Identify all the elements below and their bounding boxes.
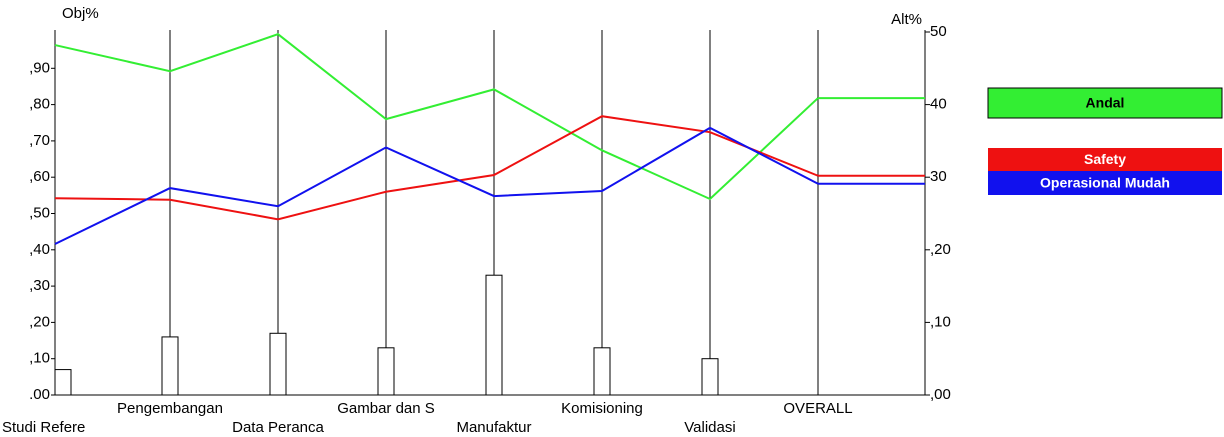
legend-text: Safety — [1084, 151, 1126, 167]
legend-text: Operasional Mudah — [1040, 175, 1170, 191]
legend-swatch — [988, 148, 1222, 171]
x-tick-label: Validasi — [684, 419, 735, 436]
y2-tick-label: ,10 — [930, 313, 951, 330]
x-tick-label: Pengembangan — [117, 400, 223, 417]
y2-tick-label: 40 — [930, 96, 947, 113]
bar — [593, 347, 611, 396]
bar — [485, 274, 503, 396]
x-tick-label: Studi Refere — [2, 419, 85, 436]
y-tick-label: ,60 — [29, 168, 50, 185]
series-line — [54, 126, 819, 245]
bar — [701, 358, 719, 396]
y-tick-label: ,70 — [29, 132, 50, 149]
y-tick-label: .00 — [29, 386, 50, 403]
y-tick-label: ,80 — [29, 96, 50, 113]
x-tick-label: Data Peranca — [232, 419, 324, 436]
legend-text: Andal — [1086, 95, 1125, 111]
y-axis-label: Obj% — [62, 5, 99, 22]
y-tick-label: ,90 — [29, 59, 50, 76]
y2-tick-label: ,00 — [930, 386, 951, 403]
y-tick-label: ,20 — [29, 313, 50, 330]
x-tick-label: Gambar dan S — [337, 400, 435, 417]
series-line — [54, 115, 819, 221]
bar — [54, 369, 72, 396]
x-tick-label: Manufaktur — [456, 419, 531, 436]
legend-swatch — [987, 87, 1223, 119]
y2-tick-label: ,20 — [930, 241, 951, 258]
bar — [161, 336, 179, 396]
y-tick-label: ,10 — [29, 350, 50, 367]
y2-tick-label: 30 — [930, 168, 947, 185]
x-tick-label: OVERALL — [783, 400, 852, 417]
legend-swatch — [988, 171, 1222, 195]
bar — [269, 332, 287, 396]
bar — [377, 347, 395, 396]
y-tick-label: ,30 — [29, 277, 50, 294]
y2-tick-label: 50 — [930, 23, 947, 40]
y-tick-label: ,50 — [29, 204, 50, 221]
x-tick-label: Komisioning — [561, 400, 643, 417]
series-line — [54, 33, 819, 201]
y-tick-label: ,40 — [29, 241, 50, 258]
y2-axis-label: Alt% — [891, 11, 922, 28]
